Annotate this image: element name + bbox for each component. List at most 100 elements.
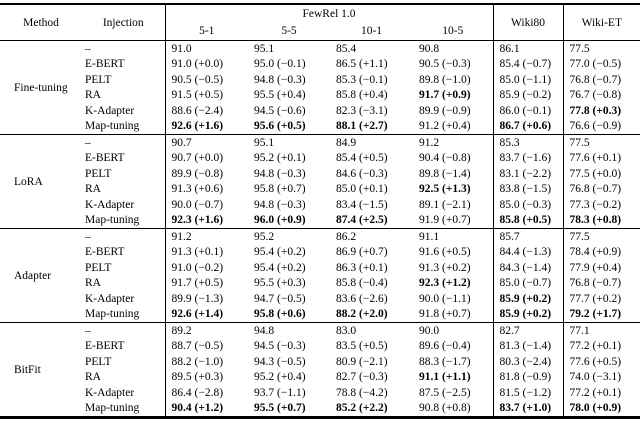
method-label: BitFit xyxy=(14,363,41,376)
score-cell: 85.8 (+0.4) xyxy=(336,89,388,102)
score-cell: 86.3 (+0.1) xyxy=(336,261,388,274)
method-label: Fine-tuning xyxy=(14,81,68,94)
score-cell: 91.2 xyxy=(419,136,440,149)
score-cell: 76.8 (−0.7) xyxy=(562,181,640,197)
score-cell: 90.8 (+0.8) xyxy=(419,402,471,415)
score-cell: 83.0 xyxy=(336,324,357,337)
score-cell: 84.3 (−1.4) xyxy=(492,260,564,276)
score-cell: 80.9 (−2.1) xyxy=(336,355,388,368)
injection-label: RA xyxy=(85,371,101,384)
score-cell: 86.2 xyxy=(336,230,357,243)
table-row: E-BERT 91.0 (+0.0) 95.0 (−0.1) 86.5 (+1.1) 9… xyxy=(0,56,640,72)
score-cell: 85.4 (+0.5) xyxy=(336,152,388,165)
score-cell: 95.1 xyxy=(254,136,275,149)
score-cell: 91.1 xyxy=(419,230,440,243)
score-cell: 90.5 (−0.5) xyxy=(164,72,248,88)
column-header-injection: Injection xyxy=(102,16,144,29)
score-cell: 89.8 (−1.4) xyxy=(419,167,471,180)
score-cell: 89.5 (+0.3) xyxy=(164,369,248,385)
score-cell: 89.9 (−0.8) xyxy=(164,166,248,182)
score-cell: 90.0 (−1.1) xyxy=(419,292,471,305)
score-cell: 85.9 (−0.2) xyxy=(492,87,564,103)
table-row: LoRA – 90.7 95.1 84.9 91.2 85.3 77.5 xyxy=(0,134,640,188)
score-cell: 77.9 (+0.4) xyxy=(562,260,640,276)
score-cell: 81.8 (−0.9) xyxy=(492,369,564,385)
score-cell: 85.3 (−0.1) xyxy=(336,73,388,86)
injection-label: – xyxy=(85,136,91,149)
score-cell: 85.8 (+0.5) xyxy=(492,212,564,229)
table-row: K-Adapter 86.4 (−2.8) 93.7 (−1.1) 78.8 (−4.… xyxy=(0,385,640,401)
score-cell: 85.9 (+0.2) xyxy=(492,291,564,307)
score-cell: 90.8 xyxy=(419,42,440,55)
score-cell: 95.0 (−0.1) xyxy=(254,58,306,71)
score-cell: 86.9 (+0.7) xyxy=(336,246,388,259)
table-row: RA 91.7 (+0.5) 95.5 (+0.3) 85.8 (−0.4) 92.3 … xyxy=(0,275,640,291)
score-cell: 88.1 (+2.7) xyxy=(336,120,388,133)
score-cell: 84.4 (−1.3) xyxy=(492,244,564,260)
score-cell: 95.5 (+0.7) xyxy=(254,402,306,415)
score-cell: 90.7 (+0.0) xyxy=(164,150,248,166)
score-cell: 95.2 (+0.1) xyxy=(254,152,306,165)
score-cell: 91.9 (+0.7) xyxy=(419,214,471,227)
score-cell: 90.4 (+1.2) xyxy=(164,400,248,418)
score-cell: 78.0 (+0.9) xyxy=(562,400,640,418)
score-cell: 77.1 xyxy=(562,322,640,339)
score-cell: 80.3 (−2.4) xyxy=(492,354,564,370)
score-cell: 83.8 (−1.5) xyxy=(492,181,564,197)
injection-label: – xyxy=(85,42,91,55)
score-cell: 92.3 (+1.6) xyxy=(164,212,248,229)
score-cell: 91.2 (+0.4) xyxy=(419,120,471,133)
score-cell: 94.7 (−0.5) xyxy=(254,292,306,305)
score-cell: 79.2 (+1.7) xyxy=(562,306,640,323)
injection-label: Map-tuning xyxy=(85,402,140,415)
injection-label: K-Adapter xyxy=(85,198,135,211)
score-cell: 94.5 (−0.3) xyxy=(254,340,306,353)
table-row: K-Adapter 88.6 (−2.4) 94.5 (−0.6) 82.3 (−3.… xyxy=(0,103,640,119)
injection-label: Map-tuning xyxy=(85,214,140,227)
score-cell: 77.6 (+0.5) xyxy=(562,354,640,370)
score-cell: 92.6 (+1.6) xyxy=(164,118,248,135)
table-row: PELT 91.0 (−0.2) 95.4 (+0.2) 86.3 (+0.1) 91.… xyxy=(0,260,640,276)
injection-label: – xyxy=(85,230,91,243)
score-cell: 91.7 (+0.5) xyxy=(164,275,248,291)
score-cell: 78.4 (+0.9) xyxy=(562,244,640,260)
score-cell: 87.4 (+2.5) xyxy=(336,214,388,227)
score-cell: 76.8 (−0.7) xyxy=(562,72,640,88)
score-cell: 85.8 (−0.4) xyxy=(336,277,388,290)
injection-label: K-Adapter xyxy=(85,386,135,399)
injection-label: PELT xyxy=(85,167,112,180)
score-cell: 86.5 (+1.1) xyxy=(336,58,388,71)
score-cell: 83.1 (−2.2) xyxy=(492,166,564,182)
injection-label: Map-tuning xyxy=(85,308,140,321)
score-cell: 76.6 (−0.9) xyxy=(562,118,640,135)
column-header-wiki80: Wiki80 xyxy=(492,4,564,41)
score-cell: 85.9 (+0.2) xyxy=(492,306,564,323)
score-cell: 89.6 (−0.4) xyxy=(419,340,471,353)
score-cell: 91.3 (+0.2) xyxy=(419,261,471,274)
score-cell: 88.7 (−0.5) xyxy=(164,338,248,354)
score-cell: 91.0 xyxy=(164,40,248,57)
score-cell: 92.5 (+1.3) xyxy=(419,183,471,196)
table-row: RA 91.5 (+0.5) 95.5 (+0.4) 85.8 (+0.4) 91.7 … xyxy=(0,87,640,103)
score-cell: 83.6 (−2.6) xyxy=(336,292,388,305)
score-cell: 87.5 (−2.5) xyxy=(419,386,471,399)
score-cell: 85.4 (−0.7) xyxy=(492,56,564,72)
score-cell: 78.8 (−4.2) xyxy=(336,386,388,399)
score-cell: 85.3 xyxy=(492,134,564,151)
table-row: K-Adapter 90.0 (−0.7) 94.8 (−0.3) 83.4 (−1.… xyxy=(0,197,640,213)
score-cell: 76.8 (−0.7) xyxy=(562,275,640,291)
score-cell: 95.2 (+0.4) xyxy=(254,371,306,384)
table-row: PELT 89.9 (−0.8) 94.8 (−0.3) 84.6 (−0.3) 89.… xyxy=(0,166,640,182)
method-label: LoRA xyxy=(14,175,43,188)
score-cell: 88.3 (−1.7) xyxy=(419,355,471,368)
table-row: BitFit – 89.2 94.8 83.0 90.0 82.7 77.1 xyxy=(0,322,640,376)
score-cell: 95.8 (+0.6) xyxy=(254,308,306,321)
score-cell: 85.4 xyxy=(336,42,357,55)
score-cell: 94.8 (−0.3) xyxy=(254,198,306,211)
score-cell: 77.0 (−0.5) xyxy=(562,56,640,72)
header-row-top: Method Injection FewRel 1.0 Wiki80 Wiki-… xyxy=(0,4,640,41)
injection-label: Map-tuning xyxy=(85,120,140,133)
column-header-5-5: 5-5 xyxy=(281,25,297,38)
injection-label: PELT xyxy=(85,355,112,368)
column-header-10-1: 10-1 xyxy=(360,25,383,38)
